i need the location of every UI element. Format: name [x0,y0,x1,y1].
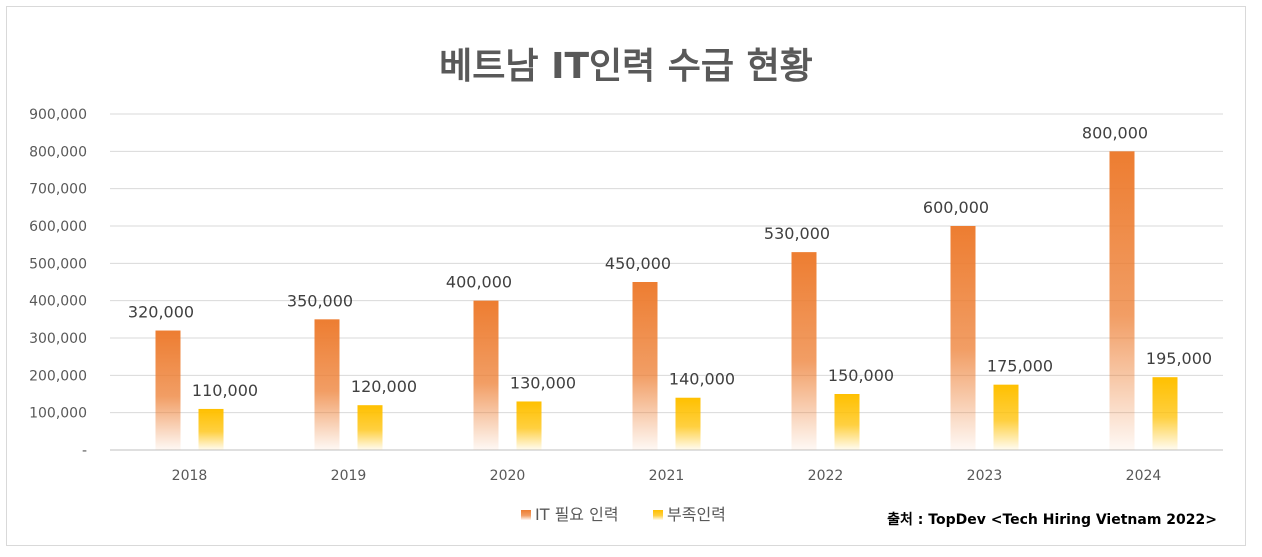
x-tick-label: 2019 [331,468,367,484]
bar-shortage [516,401,542,450]
bar-shortage [834,394,860,450]
legend-swatch [521,510,531,520]
bar-it-demand [314,319,340,450]
y-tick-label: 900,000 [29,107,87,123]
x-axis: 2018 2019 2020 2021 2022 2023 2024 [172,468,1162,484]
bar-it-demand [950,226,976,450]
data-label: 320,000 [128,303,194,322]
chart-frame: 베트남 IT인력 수급 현황 320,000 110,000 350,000 120,… [6,6,1246,546]
bar-shortage [357,405,383,450]
x-tick-label: 2018 [172,468,208,484]
y-tick-label: 700,000 [29,182,87,198]
x-tick-label: 2021 [649,468,685,484]
x-tick-label: 2022 [808,468,844,484]
legend-label: IT 필요 인력 [535,505,619,524]
y-tick-label: 200,000 [29,368,87,384]
bar-it-demand [632,282,658,450]
y-tick-label: 500,000 [29,256,87,272]
legend: IT 필요 인력 부족인력 [521,505,726,524]
data-label: 175,000 [987,357,1053,376]
y-tick-label: - [82,443,87,459]
y-tick-label: 100,000 [29,406,87,422]
data-label: 120,000 [351,377,417,396]
data-label: 350,000 [287,291,353,310]
data-label: 600,000 [923,198,989,217]
bar-chart: 베트남 IT인력 수급 현황 320,000 110,000 350,000 120,… [29,46,1223,528]
chart-title: 베트남 IT인력 수급 현황 [439,46,813,87]
bar-it-demand [473,300,499,450]
data-label: 130,000 [510,373,576,392]
data-labels: 320,000 110,000 350,000 120,000 400,000 130,0… [128,123,1212,400]
y-tick-label: 300,000 [29,331,87,347]
x-tick-label: 2023 [967,468,1003,484]
data-label: 450,000 [605,254,671,273]
bar-shortage [675,397,701,450]
bar-shortage [993,384,1019,450]
data-label: 150,000 [828,366,894,385]
bar-shortage [198,408,224,450]
data-label: 800,000 [1082,123,1148,142]
y-axis: - 100,000 200,000 300,000 400,000 500,000 600,… [29,107,87,459]
gridlines [110,113,1223,451]
source-note: 출처 : TopDev <Tech Hiring Vietnam 2022> [887,511,1217,528]
y-tick-label: 800,000 [29,144,87,160]
data-label: 110,000 [192,381,258,400]
x-tick-label: 2020 [490,468,526,484]
bar-it-demand [791,252,817,450]
data-label: 195,000 [1146,349,1212,368]
y-tick-label: 600,000 [29,219,87,235]
data-label: 400,000 [446,273,512,292]
legend-label: 부족인력 [667,505,726,524]
x-tick-label: 2024 [1126,468,1162,484]
legend-swatch [653,510,663,520]
bars [155,151,1178,451]
bar-it-demand [155,330,181,450]
y-tick-label: 400,000 [29,294,87,310]
data-label: 140,000 [669,370,735,389]
data-label: 530,000 [764,224,830,243]
bar-shortage [1152,377,1178,450]
bar-it-demand [1109,151,1135,451]
